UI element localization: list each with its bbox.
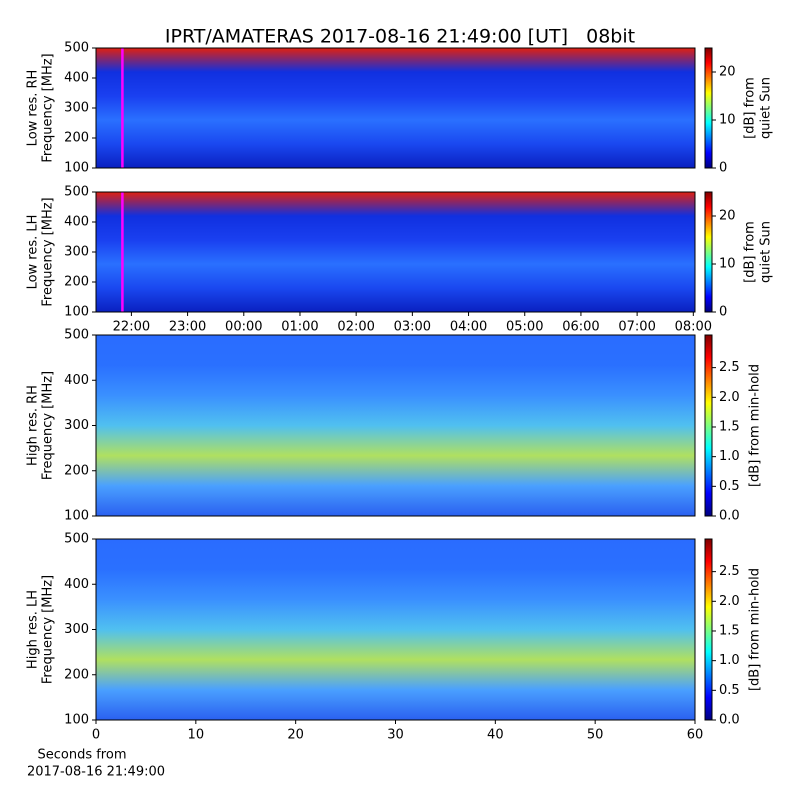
x-tick-label: 01:00 <box>281 320 318 335</box>
y-tick-label: 400 <box>64 71 89 86</box>
spectrogram-image <box>96 539 695 720</box>
colorbar <box>704 538 713 721</box>
colorbar-label: [dB] from <box>743 77 758 139</box>
x-tick-label: 20 <box>287 728 304 743</box>
spectrogram-image <box>96 192 695 312</box>
y-axis-label: Frequency [MHz] <box>41 197 56 306</box>
colorbar-tick-label: 0 <box>719 305 727 320</box>
y-axis-label: Low res. LH <box>26 215 41 290</box>
x-tick-label: 40 <box>487 728 504 743</box>
x-tick-label: 04:00 <box>450 320 487 335</box>
colorbar-tick-label: 1.0 <box>719 449 740 464</box>
colorbar-label: [dB] from <box>743 221 758 283</box>
colorbar-tick-label: 10 <box>719 113 736 128</box>
x-tick-label: 50 <box>587 728 604 743</box>
spectrogram-image <box>96 335 695 516</box>
y-tick-label: 500 <box>64 185 89 200</box>
colorbar-label: [dB] from min-hold <box>748 364 763 487</box>
spectrogram-image <box>96 48 695 168</box>
colorbar-label: [dB] from min-hold <box>748 568 763 691</box>
y-tick-label: 300 <box>64 622 89 637</box>
colorbar-tick-label: 1.0 <box>719 653 740 668</box>
y-tick-label: 300 <box>64 418 89 433</box>
y-tick-label: 400 <box>64 215 89 230</box>
y-tick-label: 500 <box>64 328 89 343</box>
colorbar-tick-label: 0.0 <box>719 509 740 524</box>
y-tick-label: 400 <box>64 373 89 388</box>
y-axis-label: High res. RH <box>26 385 41 466</box>
x-tick-label: 0 <box>92 728 100 743</box>
y-tick-label: 500 <box>64 532 89 547</box>
x-tick-label: 06:00 <box>562 320 599 335</box>
colorbar-tick-label: 0.5 <box>719 479 740 494</box>
colorbar-tick-label: 2.5 <box>719 360 740 375</box>
colorbar <box>704 47 713 169</box>
colorbar-tick-label: 10 <box>719 257 736 272</box>
colorbar-tick-label: 1.5 <box>719 623 740 638</box>
colorbar-tick-label: 1.5 <box>719 419 740 434</box>
colorbar-tick-label: 2.5 <box>719 564 740 579</box>
y-tick-label: 100 <box>64 161 89 176</box>
y-tick-label: 300 <box>64 101 89 116</box>
x-tick-label: 30 <box>387 728 404 743</box>
colorbar-tick-label: 2.0 <box>719 390 740 405</box>
colorbar-tick-label: 20 <box>719 209 736 224</box>
x-axis-label: Seconds from <box>37 748 126 763</box>
colorbar-label: quiet Sun <box>759 77 774 139</box>
y-tick-label: 100 <box>64 509 89 524</box>
x-tick-label: 08:00 <box>675 320 712 335</box>
x-tick-label: 07:00 <box>618 320 655 335</box>
x-tick-label: 10 <box>188 728 205 743</box>
x-tick-label: 02:00 <box>337 320 374 335</box>
y-axis-label: Frequency [MHz] <box>41 371 56 480</box>
y-tick-label: 200 <box>64 463 89 478</box>
x-axis-label: 2017-08-16 21:49:00 <box>27 765 165 780</box>
y-axis-label: Frequency [MHz] <box>41 53 56 162</box>
colorbar-label: quiet Sun <box>759 221 774 283</box>
y-axis-label: High res. LH <box>26 590 41 669</box>
y-tick-label: 100 <box>64 305 89 320</box>
y-axis-label: Frequency [MHz] <box>41 575 56 684</box>
x-tick-label: 05:00 <box>506 320 543 335</box>
x-tick-label: 00:00 <box>225 320 262 335</box>
y-tick-label: 200 <box>64 667 89 682</box>
colorbar-tick-label: 0 <box>719 161 727 176</box>
colorbar-tick-label: 0.0 <box>719 713 740 728</box>
colorbar-tick-label: 20 <box>719 65 736 80</box>
y-tick-label: 400 <box>64 577 89 592</box>
y-tick-label: 100 <box>64 713 89 728</box>
colorbar-tick-label: 2.0 <box>719 594 740 609</box>
colorbar <box>704 334 713 517</box>
x-tick-label: 23:00 <box>169 320 206 335</box>
figure-title: IPRT/AMATERAS 2017-08-16 21:49:00 [UT] 0… <box>165 26 635 48</box>
x-tick-label: 60 <box>687 728 704 743</box>
colorbar <box>704 191 713 313</box>
y-tick-label: 500 <box>64 41 89 56</box>
y-tick-label: 300 <box>64 245 89 260</box>
y-tick-label: 200 <box>64 131 89 146</box>
x-tick-label: 03:00 <box>394 320 431 335</box>
y-axis-label: Low res. RH <box>26 70 41 147</box>
y-tick-label: 200 <box>64 275 89 290</box>
x-tick-label: 22:00 <box>113 320 150 335</box>
colorbar-tick-label: 0.5 <box>719 683 740 698</box>
